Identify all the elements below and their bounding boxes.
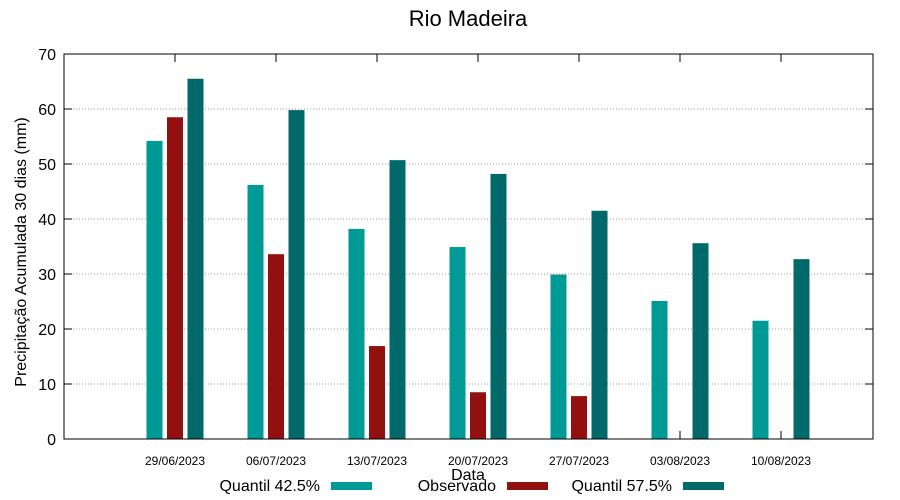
bar-observado-2: [369, 346, 385, 439]
bar-quantil-42-5--4: [550, 274, 567, 439]
legend-swatch: [683, 482, 724, 490]
bar-quantil-57-5--2: [389, 160, 406, 439]
bar-observado-1: [268, 254, 284, 439]
bar-quantil-57-5--1: [288, 110, 305, 439]
bar-quantil-42-5--3: [449, 247, 466, 439]
y-tick-label: 20: [38, 322, 56, 339]
bar-observado-3: [470, 392, 486, 439]
legend: Quantil 42.5% Observado Quantil 57.5%: [219, 478, 724, 495]
x-axis-label: Data: [451, 467, 485, 484]
plot-area-frame: [63, 53, 874, 440]
chart-title: Rio Madeira: [409, 6, 528, 31]
y-tick-label: 50: [38, 157, 56, 174]
x-tick-label: 10/08/2023: [751, 454, 811, 468]
x-tick-label: 03/08/2023: [650, 454, 710, 468]
y-tick-label: 40: [38, 212, 56, 229]
bar-quantil-57-5--5: [692, 243, 709, 439]
bar-observado-0: [167, 117, 183, 439]
x-tick-label: 20/07/2023: [448, 454, 508, 468]
legend-swatch: [507, 482, 548, 490]
legend-swatch: [331, 482, 372, 490]
x-tick-label: 06/07/2023: [246, 454, 306, 468]
x-tick-label: 13/07/2023: [347, 454, 407, 468]
bar-quantil-42-5--1: [247, 184, 264, 439]
legend-label: Quantil 42.5%: [219, 478, 320, 495]
bar-quantil-57-5--6: [793, 259, 810, 439]
x-tick-label: 29/06/2023: [145, 454, 205, 468]
legend-label: Quantil 57.5%: [571, 478, 672, 495]
y-tick-label: 30: [38, 267, 56, 284]
bar-quantil-42-5--0: [146, 140, 163, 439]
bar-quantil-42-5--2: [348, 228, 365, 439]
gridlines: [64, 108, 873, 385]
y-axis-label: Precipitação Acumulada 30 dias (mm): [13, 117, 30, 386]
y-axis-ticks: 0 10 20 30 40 50 60 70: [38, 47, 873, 449]
y-tick-label: 10: [38, 377, 56, 394]
y-tick-label: 60: [38, 102, 56, 119]
bar-quantil-57-5--3: [490, 173, 507, 439]
x-axis-ticks: 29/06/2023 06/07/2023 13/07/2023 20/07/2023…: [145, 54, 811, 468]
x-tick-label: 27/07/2023: [549, 454, 609, 468]
bar-quantil-42-5--6: [752, 320, 769, 439]
bar-quantil-57-5--0: [187, 78, 204, 439]
bar-quantil-57-5--4: [591, 210, 608, 439]
y-tick-label: 0: [47, 432, 56, 449]
bar-series: [146, 78, 810, 439]
bar-quantil-42-5--5: [651, 300, 668, 439]
legend-label: Observado: [418, 478, 496, 495]
y-tick-label: 70: [38, 47, 56, 64]
bar-observado-4: [571, 396, 587, 439]
